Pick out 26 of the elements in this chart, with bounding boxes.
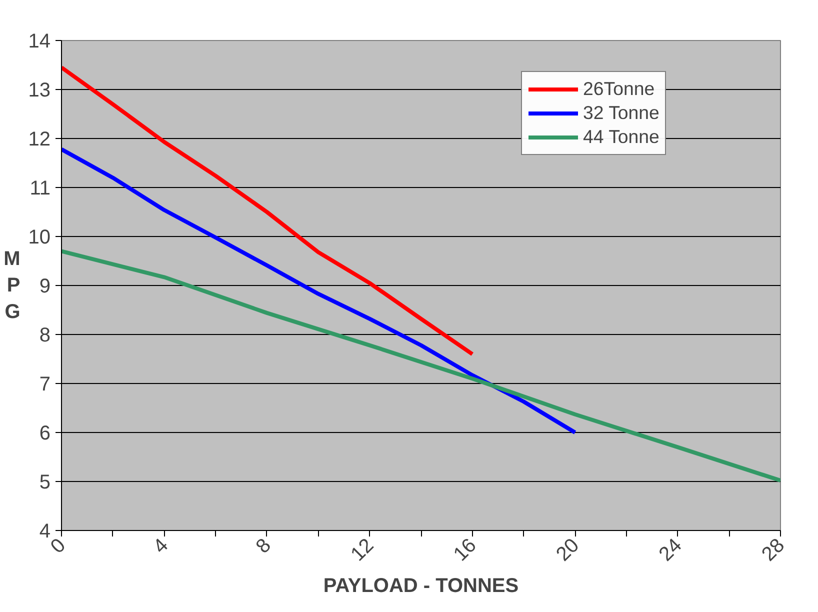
x-tick-label: 20: [552, 534, 584, 566]
line-series: [62, 65, 474, 356]
x-tick-label: 16: [450, 534, 481, 566]
y-tick-label: 13: [28, 80, 51, 102]
y-axis-title: MPG: [4, 248, 20, 323]
y-tick-label: 11: [30, 178, 51, 200]
legend-label: 32 Tonne: [583, 102, 660, 124]
y-tick-label: 8: [39, 324, 50, 346]
y-tick-label: 7: [39, 374, 50, 396]
y-tick-label: 10: [28, 226, 51, 248]
legend-label: 26Tonne: [583, 78, 655, 100]
line-series: [62, 147, 578, 434]
x-tick-label: 28: [758, 534, 789, 566]
x-axis-title: PAYLOAD - TONNES: [323, 575, 519, 598]
y-tick-label: 14: [28, 30, 51, 52]
y-tick-label: 6: [39, 422, 50, 444]
y-tick-label: 12: [28, 128, 51, 150]
x-tick-label: 12: [346, 534, 378, 566]
line-series: [62, 249, 780, 483]
y-tick-label: 4: [39, 520, 50, 542]
y-tick-label: 5: [39, 472, 50, 494]
x-tick-label: 4: [149, 534, 173, 558]
y-tick-label: 9: [39, 276, 50, 298]
x-tick-label: 24: [654, 534, 686, 566]
legend-label: 44 Tonne: [583, 126, 660, 148]
x-tick-label: 8: [252, 534, 276, 558]
